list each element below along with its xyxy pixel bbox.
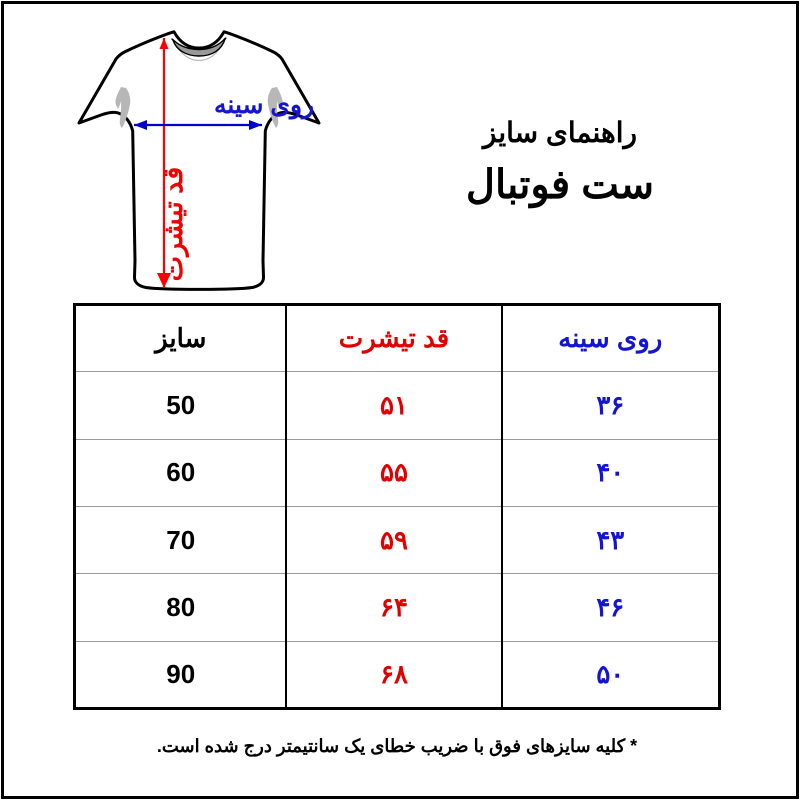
svg-text:قد تیشرت: قد تیشرت (158, 167, 190, 282)
svg-text:روی سینه: روی سینه (214, 91, 314, 120)
